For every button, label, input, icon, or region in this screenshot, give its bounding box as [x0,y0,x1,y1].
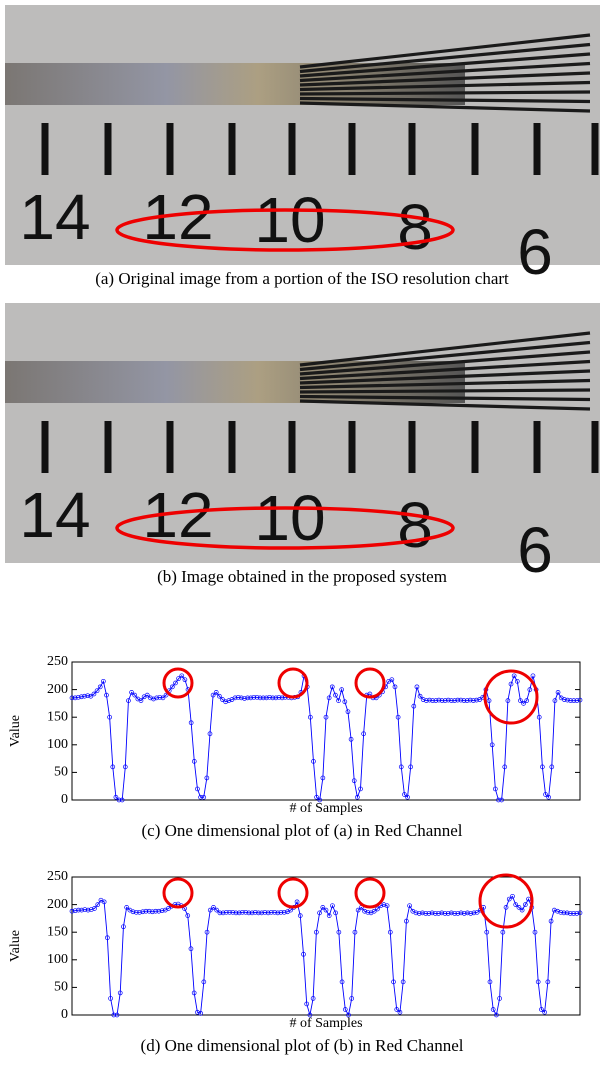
scale-number: 6 [517,514,553,586]
highlight-circle [356,669,384,697]
scale-number: 10 [254,482,325,554]
scale-number: 6 [517,216,553,288]
figure: 14121086(a) Original image from a portio… [0,0,605,1066]
y-axis-label: Value [8,930,23,962]
highlight-circle [164,669,192,697]
axes-box [72,877,580,1015]
data-line [72,676,580,800]
scale-number: 8 [397,191,433,263]
y-tick-label: 150 [47,709,68,724]
chart-caption: (c) One dimensional plot of (a) in Red C… [141,821,462,840]
y-tick-label: 200 [47,897,68,912]
y-tick-label: 50 [54,980,68,995]
y-tick-label: 50 [54,765,68,780]
scale-number: 14 [19,479,90,551]
chart-caption: (d) One dimensional plot of (b) in Red C… [141,1036,464,1055]
x-axis-label: # of Samples [289,1016,362,1031]
y-tick-label: 0 [61,1007,68,1022]
wedge-line [300,92,590,94]
photo: 14121086 [5,5,600,288]
highlight-circle [164,879,192,907]
y-tick-label: 200 [47,682,68,697]
highlight-circle [485,671,537,723]
y-tick-label: 150 [47,924,68,939]
highlight-circle [279,879,307,907]
photo-caption: (b) Image obtained in the proposed syste… [157,567,447,586]
y-tick-label: 0 [61,792,68,807]
y-tick-label: 250 [47,654,68,669]
y-tick-label: 100 [47,952,68,967]
photo-caption: (a) Original image from a portion of the… [95,269,509,288]
x-axis-label: # of Samples [289,801,362,816]
scale-number: 8 [397,489,433,561]
y-axis-label: Value [8,715,23,747]
y-tick-label: 100 [47,737,68,752]
highlight-circle [480,875,532,927]
scale-number: 10 [254,184,325,256]
y-tick-label: 250 [47,869,68,884]
scale-number: 14 [19,181,90,253]
highlight-circle [356,879,384,907]
wedge-line [300,390,590,392]
data-line [72,896,580,1015]
